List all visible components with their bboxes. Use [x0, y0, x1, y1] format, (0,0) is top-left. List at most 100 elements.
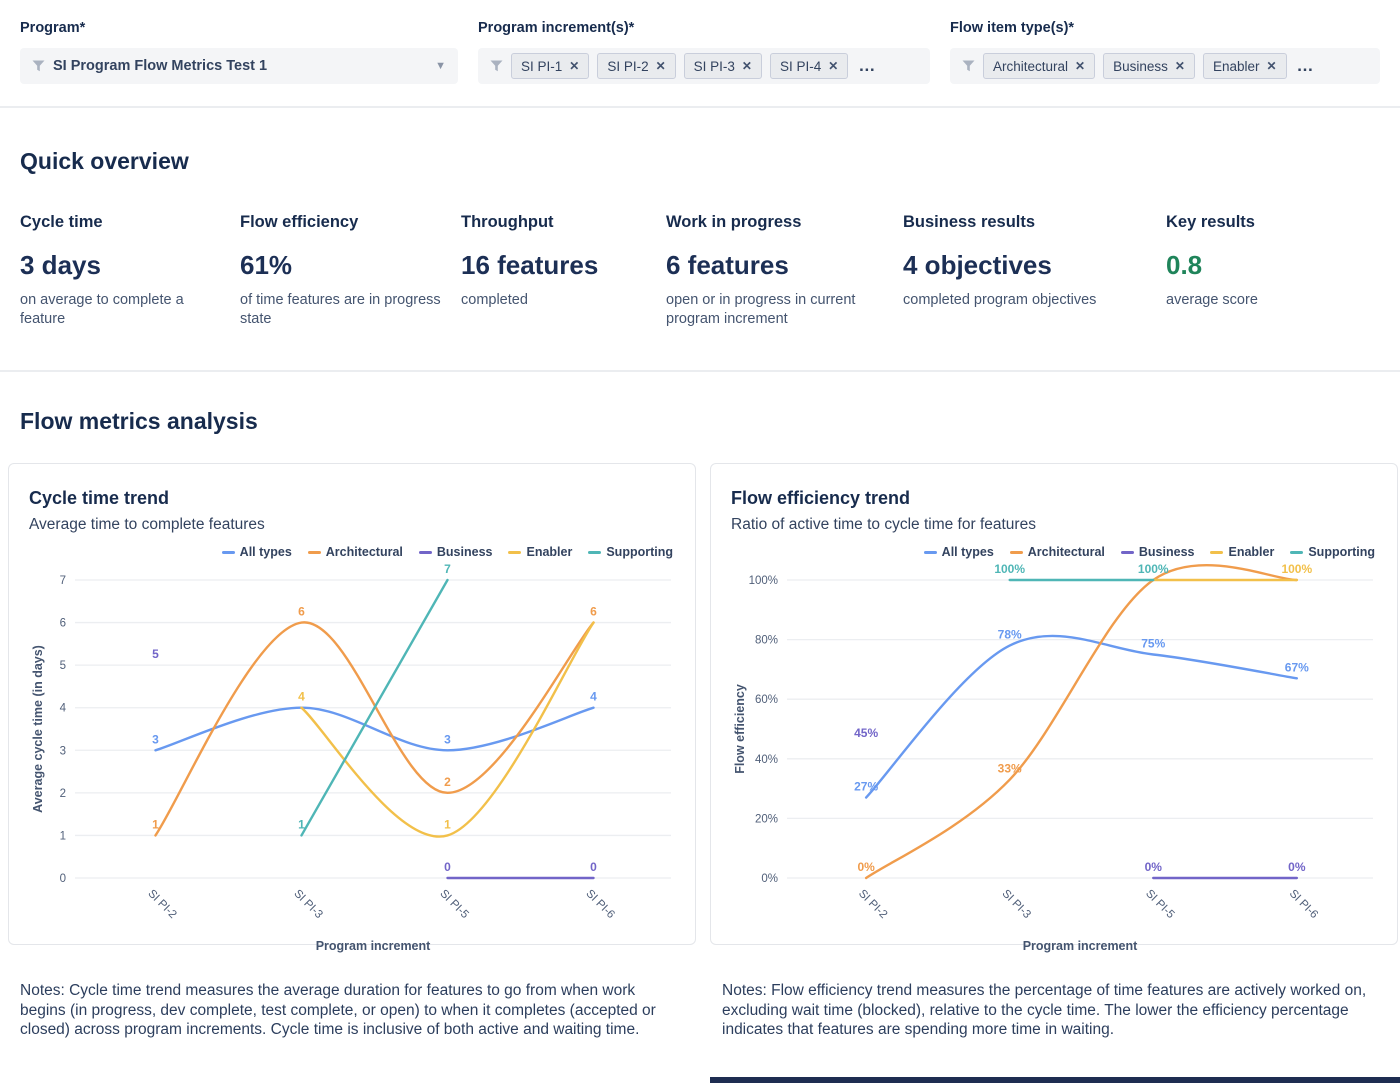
svg-text:0: 0 [590, 860, 597, 874]
program-filter-label: Program* [20, 20, 86, 36]
legend-dash-icon [1290, 550, 1304, 554]
legend-item[interactable]: Business [1120, 545, 1194, 559]
filter-funnel-icon [490, 60, 503, 72]
metric-value: 4 objectives [903, 250, 1052, 280]
program-increment-filter-label: Program increment(s)* [478, 20, 635, 36]
svg-text:0%: 0% [857, 860, 875, 874]
chip-close-icon[interactable]: ✕ [1075, 59, 1086, 73]
quick-overview-section: Quick overview Cycle time 3 days on aver… [0, 108, 1400, 370]
svg-text:Program increment: Program increment [316, 939, 431, 953]
program-increment-select[interactable]: SI PI-1 ✕ SI PI-2 ✕ SI PI-3 ✕ SI PI-4 ✕ … [478, 48, 930, 84]
legend-item[interactable]: Supporting [588, 545, 673, 559]
quick-overview-title: Quick overview [20, 148, 189, 174]
svg-text:80%: 80% [755, 635, 778, 647]
chip-close-icon[interactable]: ✕ [1174, 59, 1185, 73]
legend-item[interactable]: Architectural [307, 545, 403, 559]
chip-label: SI PI-2 [607, 58, 649, 74]
svg-text:SI PI-2: SI PI-2 [856, 888, 889, 921]
svg-text:100%: 100% [1138, 562, 1169, 576]
svg-text:Program increment: Program increment [1023, 939, 1138, 953]
svg-text:78%: 78% [998, 628, 1022, 642]
chip-close-icon[interactable]: ✕ [828, 59, 839, 73]
legend-dash-icon [1009, 550, 1023, 554]
cycle-time-trend-card: Cycle time trend Average time to complet… [8, 463, 696, 953]
chip-label: Business [1113, 58, 1168, 74]
chip-close-icon[interactable]: ✕ [569, 59, 580, 73]
metrics-row: Cycle time 3 days on average to complete… [20, 213, 1380, 370]
bottom-panel-edge [710, 1077, 1400, 1083]
svg-text:Flow efficiency: Flow efficiency [733, 684, 747, 774]
legend-item[interactable]: Architectural [1009, 545, 1105, 559]
svg-text:3: 3 [60, 745, 66, 757]
legend-item[interactable]: Enabler [508, 545, 572, 559]
legend-dash-icon [588, 550, 602, 554]
metric-description: of time features are in progress state [240, 292, 441, 327]
svg-text:33%: 33% [998, 762, 1022, 776]
legend-item[interactable]: Business [418, 545, 492, 559]
charts-row: Cycle time trend Average time to complet… [0, 463, 1400, 953]
filter-chip[interactable]: Architectural ✕ [983, 53, 1096, 79]
legend-label: Enabler [526, 545, 573, 560]
program-increment-chips: SI PI-1 ✕ SI PI-2 ✕ SI PI-3 ✕ SI PI-4 ✕ [511, 53, 849, 79]
metric-label: Key results [1166, 213, 1255, 231]
metric-description: open or in progress in current program i… [666, 292, 856, 327]
svg-text:5: 5 [152, 647, 159, 661]
legend-item[interactable]: Enabler [1210, 545, 1274, 559]
svg-text:75%: 75% [1141, 637, 1165, 651]
svg-text:SI PI-3: SI PI-3 [291, 888, 324, 921]
svg-text:100%: 100% [994, 562, 1025, 576]
svg-text:1: 1 [298, 818, 305, 832]
legend-dash-icon [221, 550, 235, 554]
more-chips-ellipsis[interactable]: … [1296, 56, 1315, 75]
legend-item[interactable]: All types [923, 545, 994, 559]
flow-metrics-section: Flow metrics analysis [0, 372, 1400, 463]
svg-text:27%: 27% [854, 780, 878, 794]
chip-close-icon[interactable]: ✕ [741, 59, 752, 73]
legend-label: All types [239, 545, 292, 560]
metric-label: Cycle time [20, 213, 103, 231]
program-select-value: SI Program Flow Metrics Test 1 [53, 58, 268, 74]
legend-item[interactable]: Supporting [1290, 545, 1375, 559]
chart-title: Cycle time trend [29, 488, 170, 509]
filter-chip[interactable]: SI PI-3 ✕ [683, 53, 762, 79]
metric-work-in-progress: Work in progress 6 features open or in p… [666, 213, 903, 328]
svg-text:6: 6 [590, 605, 597, 619]
legend-item[interactable]: All types [221, 545, 292, 560]
chip-close-icon[interactable]: ✕ [1266, 59, 1277, 73]
svg-text:6: 6 [298, 605, 305, 619]
flow-item-type-select[interactable]: Architectural ✕ Business ✕ Enabler ✕ … [950, 48, 1380, 84]
chip-close-icon[interactable]: ✕ [655, 59, 666, 73]
filter-chip[interactable]: Business ✕ [1103, 53, 1195, 79]
svg-text:SI PI-5: SI PI-5 [1143, 888, 1176, 921]
metric-value: 3 days [20, 250, 101, 280]
chart-title: Flow efficiency trend [731, 488, 911, 509]
filter-funnel-icon [32, 60, 45, 72]
metric-description: on average to complete a feature [20, 292, 184, 327]
program-select[interactable]: SI Program Flow Metrics Test 1 ▼ [20, 48, 458, 84]
filter-chip[interactable]: SI PI-2 ✕ [597, 53, 676, 79]
flow-efficiency-trend-card: Flow efficiency trend Ratio of active ti… [710, 463, 1398, 953]
filter-chip[interactable]: SI PI-4 ✕ [769, 53, 849, 79]
more-chips-ellipsis[interactable]: … [858, 56, 877, 75]
program-filter: Program* SI Program Flow Metrics Test 1 … [20, 20, 458, 84]
notes-row: Notes: Cycle time trend measures the ave… [0, 945, 1400, 1040]
filters-bar: Program* SI Program Flow Metrics Test 1 … [0, 0, 1400, 106]
legend-dash-icon [307, 550, 321, 554]
metric-label: Throughput [461, 213, 554, 231]
svg-text:7: 7 [444, 562, 451, 576]
svg-text:4: 4 [590, 690, 597, 704]
svg-text:3: 3 [444, 732, 451, 746]
svg-text:100%: 100% [749, 575, 778, 587]
svg-text:0%: 0% [1288, 860, 1306, 874]
chart-legend: All types Architectural Business Enabler Sup… [731, 544, 1375, 560]
chip-label: SI PI-1 [521, 58, 563, 74]
chart-subtitle: Average time to complete features [29, 516, 265, 534]
svg-text:1: 1 [152, 818, 159, 832]
svg-text:0%: 0% [761, 873, 778, 885]
svg-text:SI PI-3: SI PI-3 [1000, 888, 1033, 921]
svg-text:4: 4 [60, 703, 67, 715]
chevron-down-icon: ▼ [435, 60, 446, 72]
filter-chip[interactable]: SI PI-1 ✕ [511, 53, 590, 79]
filter-chip[interactable]: Enabler ✕ [1202, 53, 1287, 79]
metric-description: completed program objectives [903, 292, 1097, 308]
